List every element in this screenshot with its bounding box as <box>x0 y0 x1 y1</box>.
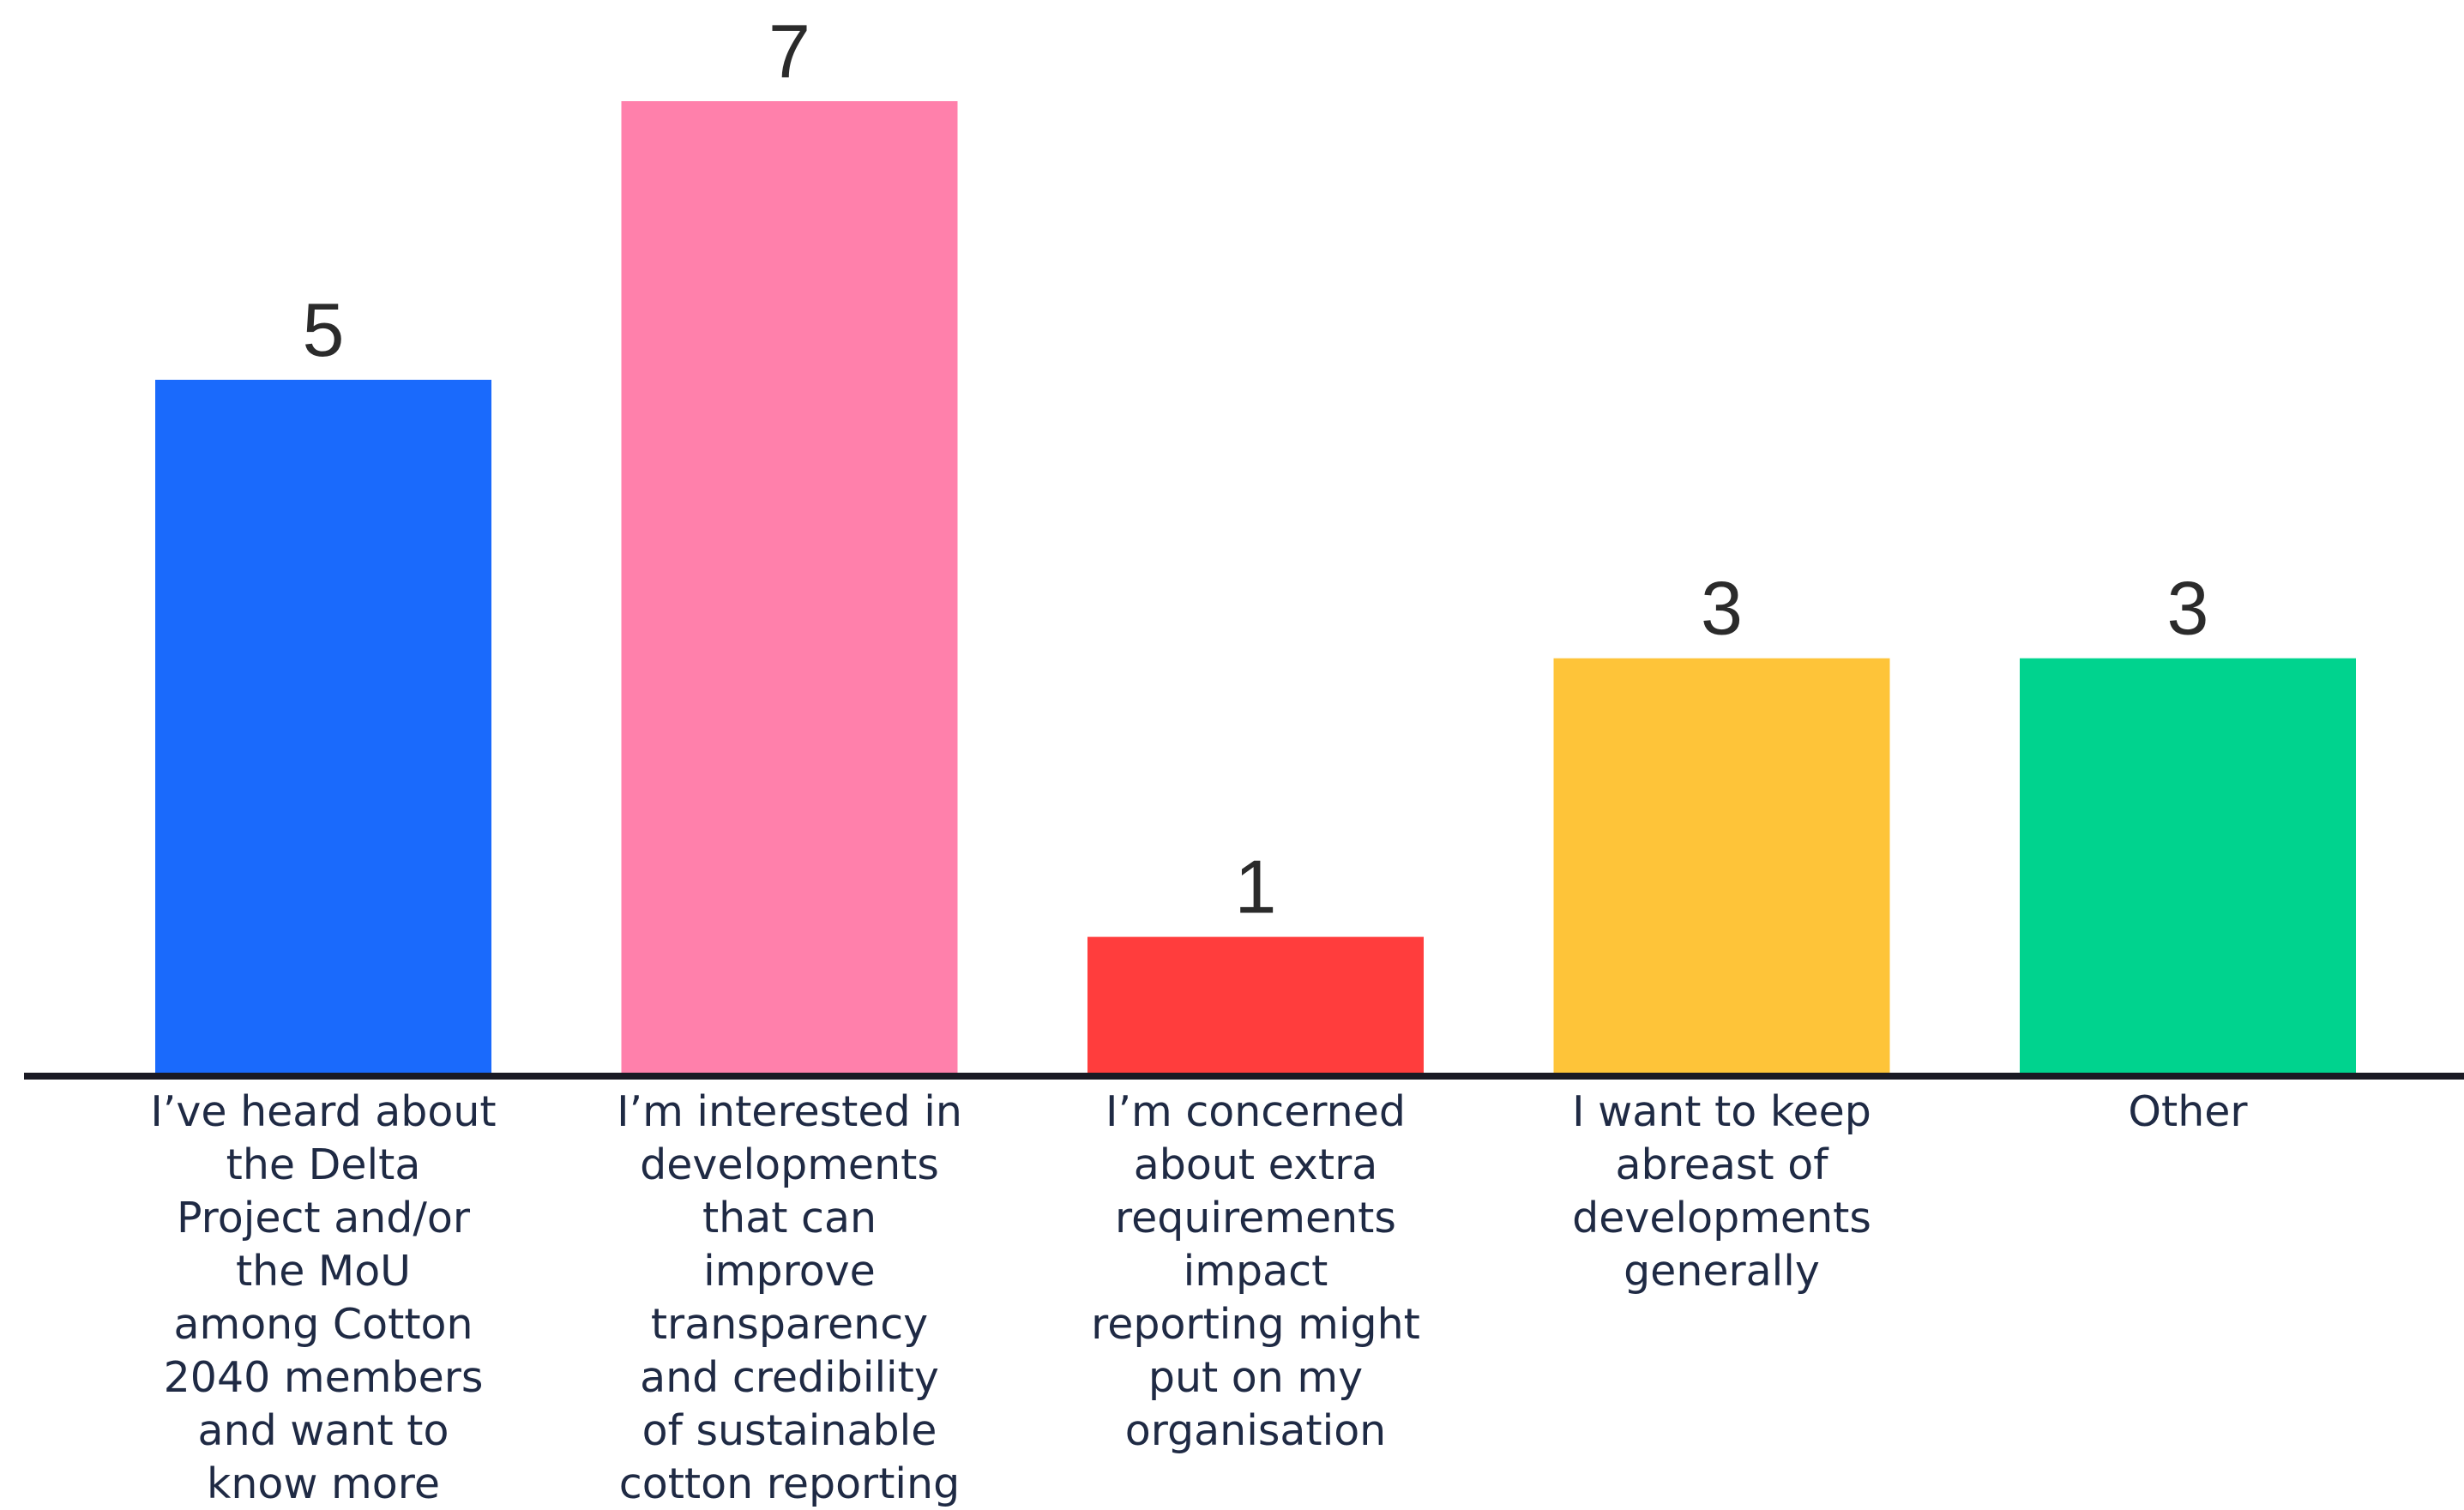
category-label-line: Project and/or <box>177 1194 471 1242</box>
category-label-line: generally <box>1624 1247 1820 1296</box>
category-label-line: requirements <box>1115 1194 1396 1242</box>
category-labels-group: I’ve heard about the Delta Project and/or t… <box>150 1087 2248 1508</box>
category-label-3: I’m concerned about extra requirements impa… <box>1091 1087 1420 1455</box>
category-label-line: put on my <box>1148 1353 1363 1402</box>
category-label-line: I want to keep <box>1572 1087 1871 1136</box>
category-label-line: about extra <box>1134 1140 1378 1189</box>
bar-2 <box>621 101 958 1076</box>
value-label-1: 5 <box>303 287 345 372</box>
category-label-2: I’m interested in developments that can imp… <box>617 1087 962 1508</box>
category-label-4: I want to keep abreast of developments gene… <box>1572 1087 1871 1296</box>
category-label-line: transparency <box>651 1300 928 1349</box>
category-label-line: developments <box>1572 1194 1871 1242</box>
value-labels-group: 5 7 1 3 3 <box>303 9 2209 929</box>
category-label-line: impact <box>1184 1247 1328 1296</box>
category-label-line: and want to <box>198 1406 449 1455</box>
value-label-2: 7 <box>768 9 810 93</box>
category-label-line: improve <box>703 1247 876 1296</box>
category-label-line: developments <box>640 1140 939 1189</box>
bar-1 <box>155 379 491 1076</box>
category-label-line: abreast of <box>1616 1140 1830 1189</box>
value-label-3: 1 <box>1235 845 1277 929</box>
bar-3 <box>1087 936 1424 1076</box>
category-label-1: I’ve heard about the Delta Project and/or t… <box>150 1087 496 1508</box>
bar-5 <box>2020 658 2356 1076</box>
category-label-line: the Delta <box>226 1140 421 1189</box>
value-label-4: 3 <box>1701 566 1743 651</box>
bars-group <box>155 101 2356 1076</box>
category-label-line: I’m concerned <box>1105 1087 1406 1136</box>
category-label-5: Other <box>2128 1087 2248 1136</box>
category-label-line: know more <box>207 1459 440 1508</box>
category-label-line: reporting might <box>1091 1300 1420 1349</box>
bar-4 <box>1553 658 1890 1076</box>
category-label-line: the MoU <box>236 1247 411 1296</box>
category-label-line: I’ve heard about <box>150 1087 496 1136</box>
value-label-5: 3 <box>2167 566 2209 651</box>
category-label-line: of sustainable <box>642 1406 937 1455</box>
category-label-line: I’m interested in <box>617 1087 962 1136</box>
category-label-line: cotton reporting <box>619 1459 960 1508</box>
category-label-line: organisation <box>1125 1406 1386 1455</box>
category-label-line: Other <box>2128 1087 2248 1136</box>
category-label-line: 2040 members <box>164 1353 484 1402</box>
category-label-line: and credibility <box>640 1353 939 1402</box>
category-label-line: that can <box>702 1194 877 1242</box>
category-label-line: among Cotton <box>173 1300 473 1349</box>
